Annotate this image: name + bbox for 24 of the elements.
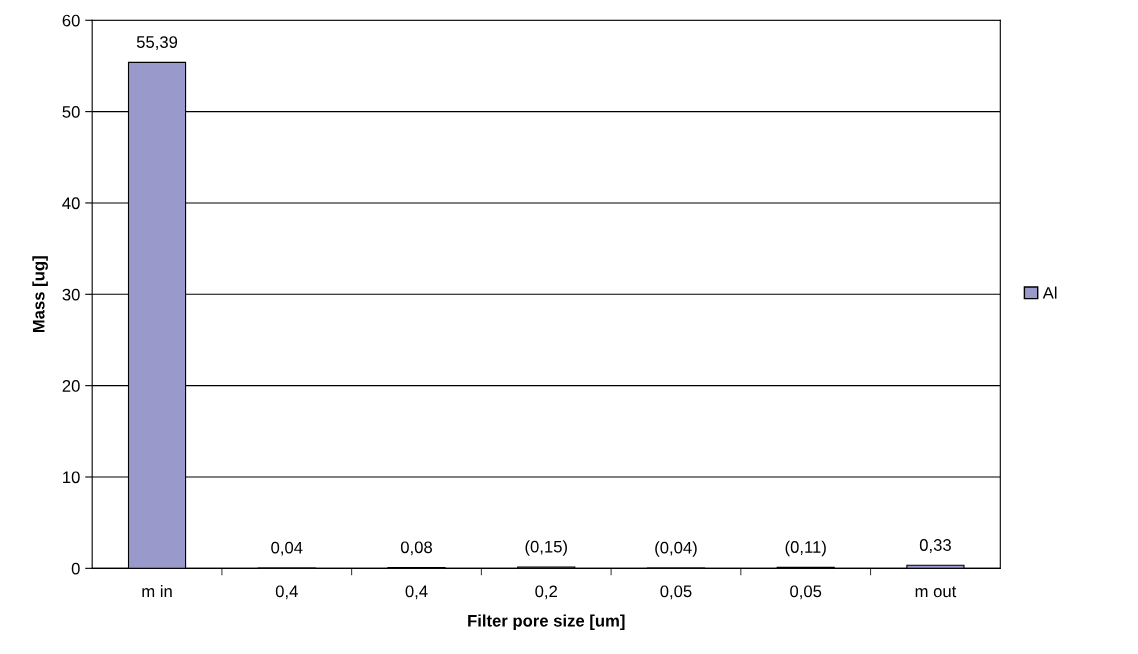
data-label: 0,08 (400, 541, 432, 556)
x-tick-label: m in (142, 584, 172, 598)
y-tick-label: 30 (62, 288, 80, 301)
x-tick-label: 0,4 (405, 585, 428, 600)
y-tick-label: 10 (63, 471, 80, 484)
data-label: 0,33 (919, 539, 951, 553)
x-tick-label: 0,05 (790, 585, 822, 600)
y-tick-label: 40 (62, 197, 80, 210)
data-label: (0,04) (655, 541, 697, 557)
y-tick-label: 60 (62, 14, 80, 27)
data-label: (0,15) (525, 540, 567, 556)
x-axis-title: Filter pore size [um] (468, 614, 625, 630)
x-tick-label: 0,2 (535, 585, 557, 600)
x-tick-label: 0,4 (275, 585, 298, 600)
data-label: 55,39 (136, 36, 178, 50)
data-label: 0,04 (271, 541, 303, 556)
x-tick-label: m out (915, 586, 957, 598)
y-tick-label: 50 (62, 106, 80, 118)
data-label: (0,11) (785, 540, 826, 557)
y-tick-label: 20 (62, 380, 80, 392)
x-tick-label: 0,05 (660, 585, 692, 600)
legend-label: Al (1042, 286, 1057, 299)
y-axis-title: Mass [ug] (32, 256, 48, 333)
y-tick-label: 0 (71, 562, 80, 575)
